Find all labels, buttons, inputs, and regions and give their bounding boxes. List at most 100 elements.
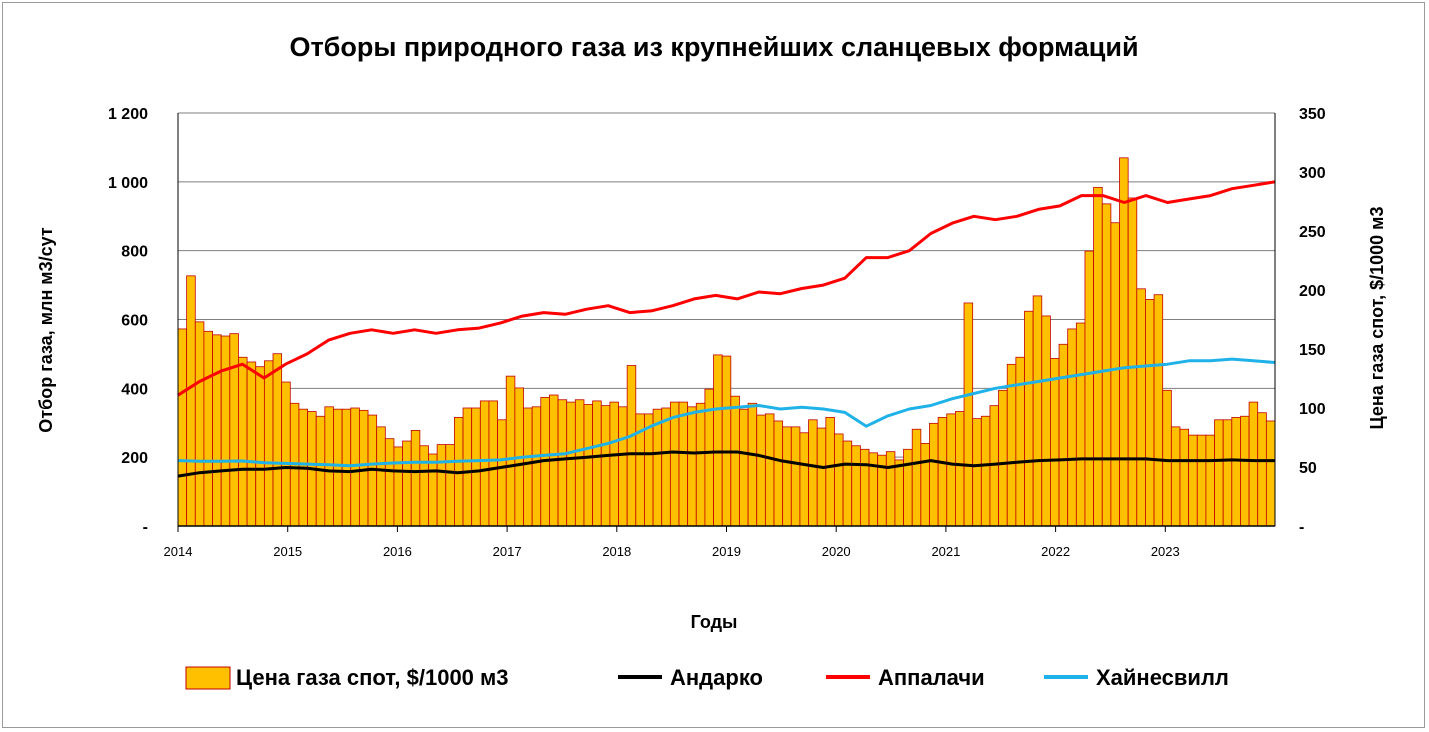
price-bar [1101,203,1112,527]
price-bar [1032,295,1043,527]
price-bar [600,405,611,527]
y2-tick-label: 200 [1299,283,1326,300]
price-bar [756,414,766,527]
x-tick-label: 2017 [493,544,522,559]
price-bar [972,418,982,527]
price-bar [333,408,343,527]
price-bar [393,446,403,527]
x-tick-label: 2023 [1151,544,1180,559]
price-bar [428,453,438,527]
price-bar [177,328,188,527]
x-tick-label: 2019 [712,544,741,559]
y-tick-label: 800 [121,244,148,261]
price-bar [920,442,930,527]
price-bar [212,334,222,527]
price-bar [238,356,248,527]
y-tick-label: 200 [121,450,148,467]
price-bar [955,411,965,527]
price-bar [669,401,680,527]
price-bar [229,333,239,527]
price-bar [1214,419,1224,527]
price-bar [790,426,801,527]
legend-swatch [185,666,231,690]
x-tick-label: 2021 [931,544,960,559]
price-bar [1153,294,1164,527]
y-tick-label: 1 200 [108,106,148,123]
price-bar [1188,434,1198,527]
y-tick-label: 1 000 [108,175,148,192]
price-bar [1136,288,1146,527]
price-bar [644,413,654,527]
price-bar [402,440,412,527]
price-bar [721,355,732,527]
price-bar [609,401,619,527]
x-axis-label: Годы [691,612,738,632]
price-bar [263,360,274,527]
price-bar [1050,358,1060,527]
legend-item: Цена газа спот, $/1000 м3 [185,665,509,690]
price-bar [1196,434,1207,527]
price-bar [436,444,447,527]
price-bar [782,426,792,527]
legend-item: Хайнесвилл [1044,665,1229,690]
price-bar [194,321,205,527]
price-bar [479,400,490,527]
axes: - 200 400 600 800 1 000 1 200 - 50 100 150 200 250 30… [108,106,1326,559]
price-bar [1170,426,1181,527]
price-bar [1093,186,1103,527]
price-bar [1231,417,1241,527]
price-bar [324,406,334,527]
price-bar [1119,157,1129,527]
price-bar [1145,299,1155,527]
legend-label: Цена газа спот, $/1000 м3 [236,665,509,690]
x-tick-label: 2018 [602,544,631,559]
price-bar [1265,420,1276,527]
price-bar [1084,250,1095,527]
price-bar [894,459,904,527]
price-bar [808,419,818,527]
price-bar [799,432,809,527]
price-bar [773,420,784,527]
price-bar [186,275,196,527]
price-bar [246,361,257,527]
price-bar [505,375,516,527]
price-bar [885,451,896,527]
y2-axis-label: Цена газа спот, $/1000 м3 [1367,207,1387,430]
production-lines [177,180,1276,478]
price-bar [281,381,291,527]
price-bar [946,413,956,527]
price-bar [618,406,628,527]
price-bar [678,401,689,527]
price-bar [825,417,835,527]
price-bar [1205,434,1215,527]
price-bar [911,428,922,527]
price-bar [410,430,421,527]
price-bar [998,389,1008,527]
price-bar [488,400,498,527]
y-tick-label: 600 [121,313,148,330]
price-bar [764,413,775,527]
price-bar [376,426,386,527]
price-bar [695,402,706,527]
price-bar [1127,197,1138,527]
price-bar [1248,401,1259,527]
y2-tick-label: - [1299,519,1304,536]
price-bar [574,399,585,527]
price-bar [816,427,827,527]
y2-tick-label: 250 [1299,224,1326,241]
price-bar [220,335,231,527]
price-bar [903,448,913,527]
price-bar [713,354,723,527]
price-bar [1075,322,1086,527]
price-bar [747,402,758,527]
price-bar [652,408,663,527]
price-bar [1006,363,1017,527]
series-line-Андарко [177,450,1275,478]
price-bar [557,399,568,527]
price-bar [445,444,455,527]
price-bar [1110,222,1120,527]
price-bar [523,407,533,527]
price-bar [462,407,473,527]
legend-label: Андарко [670,665,763,690]
price-bar [203,330,213,527]
